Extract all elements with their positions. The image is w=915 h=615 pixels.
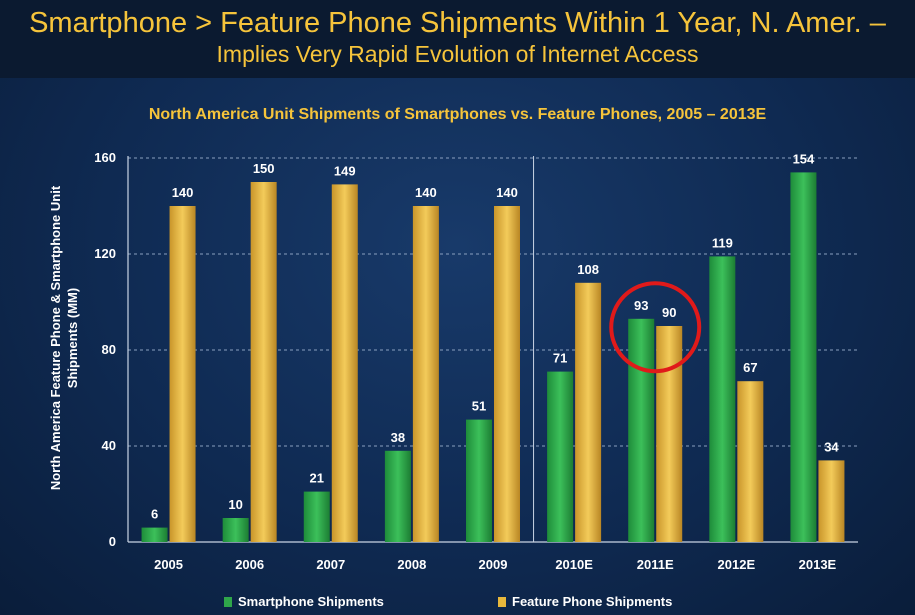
y-tick-label: 120 xyxy=(94,246,116,261)
legend-label-smartphone: Smartphone Shipments xyxy=(238,594,384,609)
bar-feature-phone xyxy=(737,381,764,542)
bar-feature-phone xyxy=(250,182,277,542)
data-label: 34 xyxy=(824,439,839,454)
y-axis-label: North America Feature Phone & Smartphone… xyxy=(48,185,80,490)
data-label: 10 xyxy=(228,497,242,512)
title-bar xyxy=(0,0,915,78)
bar-feature-phone xyxy=(169,206,196,542)
bar-smartphone xyxy=(628,318,655,542)
x-tick-label: 2013E xyxy=(799,557,837,572)
slide-subtitle: Implies Very Rapid Evolution of Internet… xyxy=(216,41,699,67)
bar-feature-phone xyxy=(412,206,439,542)
bar-smartphone xyxy=(547,371,574,542)
legend-item-feature: Feature Phone Shipments xyxy=(498,594,672,609)
data-label: 149 xyxy=(334,163,356,178)
bar-smartphone xyxy=(303,491,330,542)
x-tick-label: 2005 xyxy=(154,557,183,572)
y-tick-label: 0 xyxy=(109,534,116,549)
gridlines xyxy=(128,157,858,447)
data-label: 67 xyxy=(743,360,757,375)
x-tick-label: 2012E xyxy=(718,557,756,572)
bar-smartphone xyxy=(790,172,817,542)
data-label: 140 xyxy=(415,185,437,200)
data-label: 90 xyxy=(662,305,676,320)
y-tick-label: 80 xyxy=(102,342,116,357)
data-label: 51 xyxy=(472,399,486,414)
bars xyxy=(141,172,845,542)
legend-item-smartphone: Smartphone Shipments xyxy=(224,594,384,609)
y-tick-label: 160 xyxy=(94,150,116,165)
data-labels: 6 140 10 150 21 149 38 140 51 140 71 108 93 90 119 67 15… xyxy=(151,151,840,521)
x-tick-label: 2011E xyxy=(637,557,674,572)
bar-smartphone xyxy=(466,419,492,542)
bar-smartphone xyxy=(141,527,168,542)
legend: Smartphone Shipments Feature Phone Shipm… xyxy=(0,594,915,614)
axes: 0 40 80 120 160 2005 2006 2007 2008 2009 2010E 2011… xyxy=(94,150,858,572)
bar-feature-phone xyxy=(331,184,358,542)
data-label: 108 xyxy=(577,262,599,277)
legend-swatch-smartphone xyxy=(224,596,232,607)
data-label: 6 xyxy=(151,507,158,522)
legend-label-feature: Feature Phone Shipments xyxy=(512,594,673,609)
bar-feature-phone xyxy=(656,326,683,542)
bar-feature-phone xyxy=(575,282,602,542)
x-tick-label: 2007 xyxy=(316,557,345,572)
data-label: 21 xyxy=(310,471,324,486)
slide-title: Smartphone > Feature Phone Shipments Wit… xyxy=(29,7,886,39)
data-label: 38 xyxy=(391,430,405,445)
data-label: 119 xyxy=(712,235,733,250)
bar-smartphone xyxy=(384,450,411,542)
data-label: 140 xyxy=(496,185,518,200)
data-label: 140 xyxy=(172,185,194,200)
x-tick-label: 2008 xyxy=(397,557,426,572)
y-tick-label: 40 xyxy=(102,438,116,453)
legend-swatch-feature xyxy=(498,596,506,607)
data-label: 71 xyxy=(553,351,567,366)
bar-feature-phone xyxy=(818,460,845,542)
x-tick-label: 2009 xyxy=(479,557,508,572)
data-label: 150 xyxy=(253,161,275,176)
bar-smartphone xyxy=(222,518,249,542)
x-tick-label: 2010E xyxy=(555,557,593,572)
highlight-circle xyxy=(609,281,702,374)
bar-smartphone xyxy=(709,256,736,542)
data-label: 154 xyxy=(793,151,815,166)
x-tick-label: 2006 xyxy=(235,557,264,572)
bar-feature-phone xyxy=(494,206,520,542)
chart-title: North America Unit Shipments of Smartpho… xyxy=(148,106,767,123)
data-label: 93 xyxy=(634,298,648,313)
